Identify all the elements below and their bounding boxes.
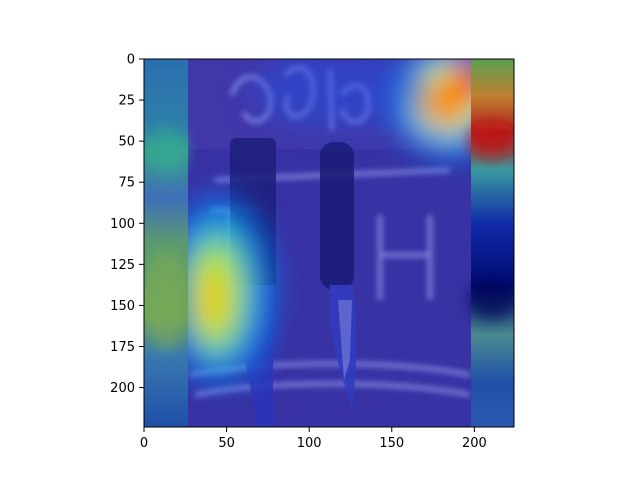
x-tick-label: 0 [140,436,148,451]
x-tick-label: 100 [297,436,322,451]
y-tick-label: 75 [118,176,135,191]
x-tick-label: 50 [218,436,235,451]
y-tick-label: 125 [110,258,135,273]
x-tick-label: 150 [379,436,404,451]
x-axis: 0 50 100 150 200 [140,427,487,451]
y-axis: 0 25 50 75 100 125 150 175 200 [110,53,144,397]
x-tick-label: 200 [462,436,487,451]
y-tick-label: 25 [118,94,135,109]
y-tick-label: 50 [118,135,135,150]
y-tick-label: 175 [110,340,135,355]
y-tick-label: 100 [110,217,135,232]
y-tick-label: 0 [127,53,135,68]
heatmap-image [144,42,516,427]
y-tick-label: 200 [110,381,135,396]
y-tick-label: 150 [110,299,135,314]
